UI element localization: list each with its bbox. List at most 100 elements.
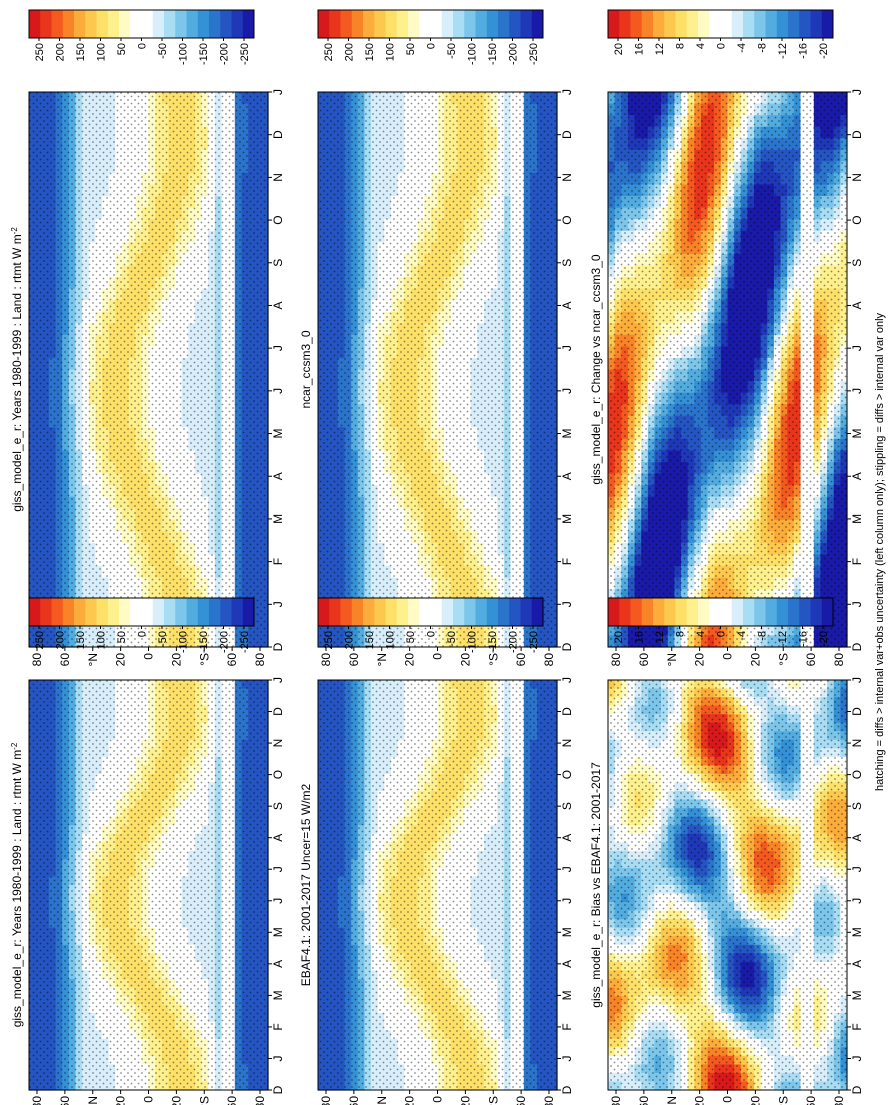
month-tick-label: F: [560, 558, 574, 565]
month-tick-label: S: [560, 259, 574, 267]
colorbar-swatch: [175, 10, 187, 38]
colorbar-swatch: [197, 10, 210, 38]
panel-3: 80 60 °N 20 0 20 °S 60 80DJFMAMJJASONDJgiss_mode…: [589, 9, 864, 666]
lat-tick-label: 20: [403, 653, 417, 667]
colorbar-swatch: [520, 10, 533, 38]
colorbar-tick-label: 0: [426, 43, 438, 49]
lat-tick-label: 60: [58, 653, 72, 667]
colorbar-tick-label: 100: [96, 43, 108, 61]
month-tick-label: J: [271, 388, 285, 394]
lat-tick-label: 0: [142, 653, 156, 660]
lat-tick-label: 0: [431, 653, 445, 660]
colorbar-tick-label: 150: [364, 43, 376, 61]
colorbar-tick-label: 150: [75, 43, 87, 61]
colorbar-tick-label: -250: [239, 43, 251, 65]
colorbar-swatch: [318, 10, 330, 38]
panel-1: 80 60 °N 20 0 20 °S 60 80DJFMAMJJASONDJgiss_mode…: [10, 9, 285, 667]
colorbar-tick-label: -100: [178, 43, 190, 65]
colorbar-swatch: [85, 10, 97, 38]
month-tick-label: J: [560, 345, 574, 351]
colorbar-swatch: [351, 10, 364, 38]
stippling: [29, 92, 268, 647]
colorbar-swatch: [486, 10, 499, 38]
lat-tick-label: 80: [253, 653, 267, 667]
colorbar-tick-label: 200: [344, 43, 356, 61]
lat-tick-label: 60: [347, 653, 361, 667]
colorbar-tick-label: -150: [487, 43, 499, 65]
colorbar-swatch: [475, 10, 488, 38]
colorbar-swatch: [531, 10, 544, 38]
month-tick-label: M: [560, 514, 574, 524]
month-tick-label: F: [271, 558, 285, 565]
colorbar-tick-label: 0: [137, 43, 149, 49]
lat-tick-label: °S: [197, 653, 211, 666]
colorbar-tick-label: -250: [528, 43, 540, 65]
colorbar-tick-label: 200: [55, 43, 67, 61]
month-tick-label: J: [271, 345, 285, 351]
lat-tick-label: 20: [458, 653, 472, 667]
month-tick-label: J: [560, 89, 574, 95]
colorbar-tick-label: -50: [446, 43, 458, 59]
month-tick-label: D: [271, 130, 285, 139]
month-tick-label: N: [271, 173, 285, 182]
lat-tick-label: °N: [86, 653, 100, 666]
month-tick-label: J: [560, 601, 574, 607]
month-tick-label: J: [271, 89, 285, 95]
colorbar-tick-label: -50: [157, 43, 169, 59]
month-tick-label: A: [271, 472, 285, 480]
colorbar-swatch: [62, 10, 75, 38]
colorbar-swatch: [498, 10, 510, 38]
month-tick-label: N: [560, 173, 574, 182]
panel-title: ncar_ccsm3_0: [299, 330, 313, 408]
colorbar-tick-label: -100: [467, 43, 479, 65]
colorbar-tick-label: 50: [405, 43, 417, 55]
month-tick-label: A: [560, 301, 574, 309]
colorbar-tick-label: 250: [323, 43, 335, 61]
colorbar-swatch: [464, 10, 476, 38]
lat-tick-label: °N: [375, 653, 389, 666]
colorbar-swatch: [453, 10, 465, 38]
colorbar-swatch: [96, 10, 109, 38]
panel-title-sup: -2: [10, 227, 19, 235]
colorbar-swatch: [441, 10, 454, 38]
stippling: [318, 92, 557, 647]
colorbar-tick-label: 50: [116, 43, 128, 55]
month-tick-label: A: [271, 301, 285, 309]
month-tick-label: D: [560, 130, 574, 139]
colorbar-swatch: [220, 10, 232, 38]
colorbar-swatch: [430, 10, 443, 38]
colorbar-swatch: [209, 10, 221, 38]
colorbar-tick-label: -200: [508, 43, 520, 65]
month-tick-label: D: [560, 642, 574, 651]
month-tick-label: S: [271, 259, 285, 267]
colorbar-swatch: [51, 10, 64, 38]
colorbar-swatch: [152, 10, 165, 38]
month-tick-label: J: [560, 388, 574, 394]
colorbar-swatch: [186, 10, 199, 38]
month-tick-label: J: [271, 601, 285, 607]
month-tick-label: M: [560, 429, 574, 439]
colorbar-swatch: [164, 10, 176, 38]
colorbar-swatch: [40, 10, 52, 38]
lat-tick-label: °S: [486, 653, 500, 666]
month-tick-label: O: [271, 215, 285, 224]
colorbar-swatch: [419, 10, 431, 38]
colorbar-swatch: [408, 10, 420, 38]
colorbar-swatch: [329, 10, 341, 38]
lat-tick-label: 80: [30, 653, 44, 667]
month-tick-label: M: [271, 429, 285, 439]
panel-title: giss_model_e_r: Years 1980-1999 : Land :…: [10, 227, 25, 512]
colorbar-swatch: [141, 10, 154, 38]
colorbar-swatch: [119, 10, 131, 38]
colorbar-tick-label: -150: [198, 43, 210, 65]
month-tick-label: A: [560, 472, 574, 480]
colorbar-swatch: [396, 10, 409, 38]
colorbar-swatch: [385, 10, 398, 38]
colorbar-swatch: [231, 10, 244, 38]
colorbar-swatch: [107, 10, 120, 38]
month-tick-label: M: [271, 514, 285, 524]
colorbar-swatch: [340, 10, 353, 38]
colorbar-tick-label: -200: [219, 43, 231, 65]
month-tick-label: D: [271, 642, 285, 651]
